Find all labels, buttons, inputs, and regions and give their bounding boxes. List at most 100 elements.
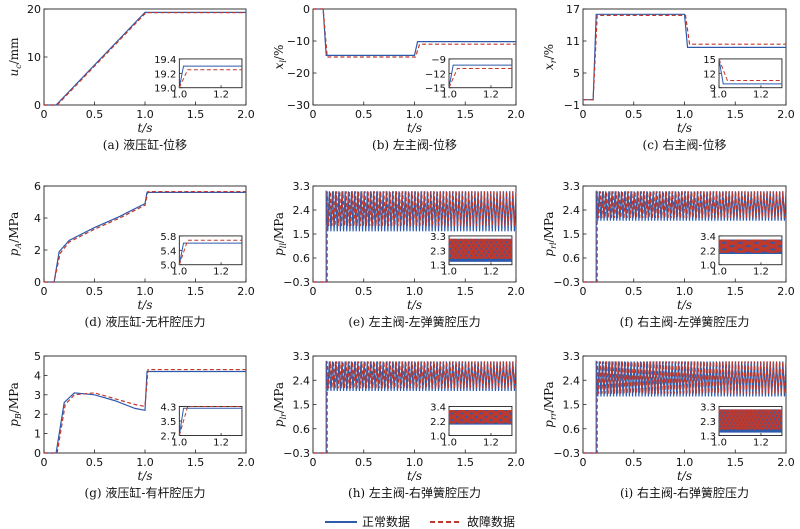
inset-y-tick-label: 12 <box>703 69 716 80</box>
x-tick-label: 0.5 <box>86 456 104 469</box>
y-tick-label: 3 <box>34 389 41 402</box>
y-tick-label: −0.3 <box>283 447 310 460</box>
x-tick-label: 0 <box>41 456 48 469</box>
inset-zoom: 1.0 1.2 1.3 2.3 3.3 <box>700 402 783 449</box>
y-axis-label-symbol: p <box>272 248 286 256</box>
y-axis-label-symbol: p <box>7 419 21 427</box>
y-axis-label-symbol: x <box>542 63 556 70</box>
subplot-h: 0 0.5 1.0 1.5 2.0−0.30.61.52.43.3plr/MPat/s(… <box>272 350 525 500</box>
y-tick-label: 20 <box>27 3 41 16</box>
inset-x-tick-label: 1.2 <box>753 267 769 278</box>
x-axis-label: t/s <box>677 469 692 483</box>
subplot-i: 0 0.5 1.0 1.5 2.0−0.30.61.52.43.3prr/MPat/s(… <box>542 350 795 500</box>
x-tick-label: 1.5 <box>727 108 745 121</box>
y-tick-label: 2.4 <box>293 374 311 387</box>
inset-y-tick-label: 5.0 <box>160 261 176 272</box>
inset-x-tick-label: 1.2 <box>213 267 229 278</box>
y-tick-label: 2.4 <box>563 204 581 217</box>
y-tick-label: 2 <box>34 408 41 421</box>
inset-y-tick-label: 3.3 <box>430 232 446 243</box>
x-tick-label: 0.5 <box>355 108 373 121</box>
y-tick-label: 0.6 <box>563 423 581 436</box>
inset-fault-series-line <box>178 69 242 88</box>
inset-normal-series-line <box>448 64 512 88</box>
x-tick-label: 0.5 <box>355 456 373 469</box>
normal-series-line <box>313 8 516 56</box>
x-tick-label: 2.0 <box>507 456 525 469</box>
y-tick-label: 0 <box>34 276 41 289</box>
y-tick-label: 6 <box>34 180 41 193</box>
x-axis-label: t/s <box>677 121 692 135</box>
inset-fault-series-line <box>178 405 242 436</box>
y-axis-label-subscript: c <box>14 64 23 69</box>
inset-x-tick-label: 1.2 <box>213 438 229 449</box>
inset-y-tick-label: 2.3 <box>430 246 446 257</box>
inset-y-tick-label: −12 <box>425 69 446 80</box>
inset-y-tick-label: 3.4 <box>700 232 716 243</box>
inset-y-tick-label: 2.3 <box>700 417 716 428</box>
y-tick-label: 3.3 <box>563 350 581 363</box>
inset-normal-series-line <box>178 242 242 265</box>
inset-y-tick-label: 5.4 <box>160 246 176 257</box>
inset-zoom: 1.0 1.2 1.3 2.3 3.3 <box>430 232 513 278</box>
x-tick-label: 1.0 <box>676 285 694 298</box>
y-axis-label-symbol: u <box>7 69 21 77</box>
x-tick-label: 1.0 <box>676 108 694 121</box>
y-axis-label: pll/MPa <box>272 212 288 256</box>
inset-y-tick-label: 4.3 <box>160 402 176 413</box>
y-tick-label: 1.5 <box>563 399 581 412</box>
y-axis-label-symbol: x <box>272 62 286 69</box>
subplot-caption: (b) 左主阀-位移 <box>372 137 457 152</box>
inset-plot-frame <box>718 58 783 89</box>
x-axis-label: t/s <box>407 298 422 312</box>
y-tick-label: −0.3 <box>553 447 580 460</box>
y-tick-label: 0.6 <box>293 252 311 265</box>
y-tick-label: 5 <box>573 67 580 80</box>
x-tick-label: 1.5 <box>727 285 745 298</box>
inset-zoom: 1.0 1.2 5.0 5.4 5.8 <box>160 232 243 278</box>
y-axis-label-subscript: ll <box>279 243 288 249</box>
y-axis-label-subscript: r <box>549 58 558 63</box>
subplot-caption: (h) 左主阀-右弹簧腔压力 <box>348 485 481 500</box>
y-axis-label-symbol: p <box>542 249 556 257</box>
y-axis-label-unit: /% <box>542 44 556 59</box>
x-tick-label: 2.0 <box>237 285 255 298</box>
x-tick-label: 2.0 <box>777 456 795 469</box>
y-tick-label: 2 <box>34 244 41 257</box>
inset-x-tick-label: 1.0 <box>711 438 727 449</box>
inset-x-tick-label: 1.0 <box>711 90 727 101</box>
y-tick-label: 0 <box>303 3 310 16</box>
subplot-caption: (c) 右主阀-位移 <box>643 137 727 152</box>
subplot-caption: (g) 液压缸-有杆腔压力 <box>85 485 206 500</box>
y-axis-label: plr/MPa <box>272 382 288 427</box>
x-tick-label: 0.5 <box>625 285 643 298</box>
y-tick-label: 2.4 <box>563 374 581 387</box>
inset-y-tick-label: −15 <box>425 84 446 95</box>
y-tick-label: 3.3 <box>293 180 311 193</box>
inset-fault-series-line <box>718 409 783 430</box>
y-tick-label: 3.3 <box>293 350 311 363</box>
inset-zoom: 1.0 1.2 1.0 2.2 3.4 <box>430 402 513 449</box>
y-axis-label: pA/MPa <box>7 212 23 257</box>
y-tick-label: −10 <box>287 35 310 48</box>
inset-normal-series-line <box>178 407 242 436</box>
x-tick-label: 0 <box>41 285 48 298</box>
inset-zoom: 1.0 1.2 2.7 3.5 4.3 <box>160 402 243 449</box>
x-tick-label: 0.5 <box>86 108 104 121</box>
y-axis-label-unit: /MPa <box>272 212 286 243</box>
x-tick-label: 1.0 <box>406 456 424 469</box>
subplot-caption: (d) 液压缸-无杆腔压力 <box>85 314 206 329</box>
x-tick-label: 0.5 <box>86 285 104 298</box>
y-axis-label-unit: /MPa <box>7 382 21 413</box>
inset-y-tick-label: 19.2 <box>154 69 176 80</box>
inset-fault-series-line <box>718 58 782 82</box>
x-tick-label: 0 <box>580 456 587 469</box>
inset-normal-series-line <box>178 65 242 88</box>
inset-x-tick-label: 1.2 <box>213 90 229 101</box>
y-axis-label: xl/% <box>272 45 288 70</box>
inset-fault-series-line <box>178 239 242 265</box>
